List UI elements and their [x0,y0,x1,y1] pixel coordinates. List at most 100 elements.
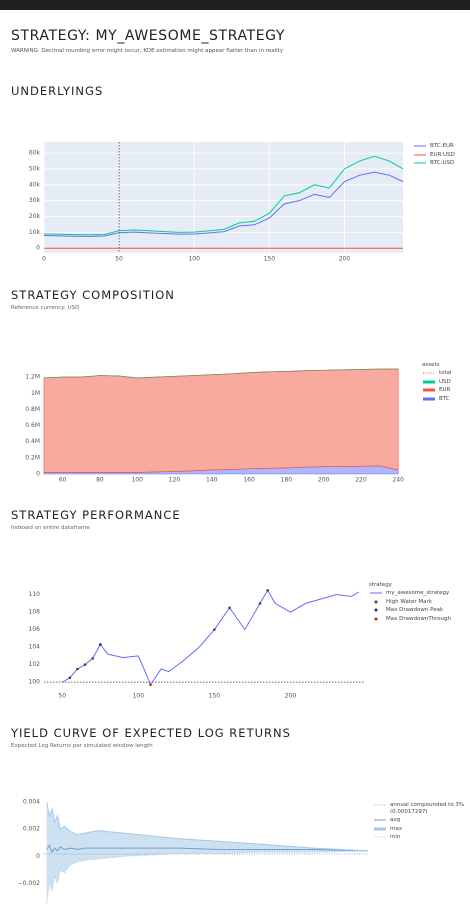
legend-swatch [374,617,378,620]
x-tick-label: 200 [339,256,351,263]
legend-swatch [374,608,378,612]
section-title: STRATEGY COMPOSITION [11,288,175,302]
y-tick-label: 0.004 [23,799,40,806]
legend-item: max [373,826,465,833]
legend-label: annual compounded to 3% (0.00017297) [390,802,465,815]
legend-label: Max Drawdown Peak [386,607,444,613]
legend-title: strategy [369,582,392,588]
series-line [43,368,399,379]
section-title: UNDERLYINGS [11,84,104,98]
legend-item: EUR [422,387,470,394]
y-tick-label: 50k [29,165,41,172]
top-bar [0,0,470,10]
x-tick-label: 60 [59,477,67,484]
section-subtitle: Expected Log Returns per simulated windo… [11,743,153,749]
marker [213,628,216,631]
y-tick-label: 102 [29,661,41,668]
legend-item: High Water Mark [369,599,461,606]
series-line [46,802,369,852]
legend-swatch [423,372,435,374]
x-tick-label: 100 [131,477,143,484]
band-area [46,802,368,904]
x-tick-label: 50 [115,256,123,263]
x-tick-label: 50 [58,693,66,700]
legend-swatch [370,592,382,594]
marker [83,663,87,666]
legend-item: avg [373,817,465,824]
y-tick-label: 108 [29,609,41,616]
y-tick-label: 30k [29,197,41,204]
legend-marker [374,617,378,620]
legend-swatch [374,827,386,830]
marker [149,683,152,687]
y-tick-label: 10k [29,229,41,236]
legend-label: total [439,370,452,376]
legend-swatch [423,388,435,392]
x-tick-label: 220 [355,477,367,484]
x-tick-label: 240 [392,477,404,484]
marker [91,657,94,660]
legend: annual compounded to 3% (0.00017297) avg m… [373,802,465,843]
x-tick-label: 0 [42,256,46,263]
legend-label: High Water Mark [386,598,432,605]
y-tick-label: 0.8M [25,406,40,413]
legend-marker [374,600,378,603]
legend-item: total [422,370,470,377]
y-tick-label: 104 [29,644,41,651]
y-tick-label: 0.6M [25,422,40,429]
legend-item: USD [422,379,470,386]
y-tick-label: 20k [29,213,41,220]
y-tick-label: 40k [29,181,41,188]
y-tick-label: 110 [29,591,41,598]
series-line [43,155,404,236]
legend-swatch [374,836,386,838]
legend-swatch [423,380,435,383]
legend-marker [374,608,378,612]
section-subtitle: Reference currency: USD [11,305,80,311]
series-line [46,844,369,854]
legend-swatch [414,162,426,164]
x-tick-label: 140 [206,477,218,484]
page-title: STRATEGY: MY_AWESOME_STRATEGY [11,28,286,44]
marker [98,643,102,646]
x-tick-label: 180 [281,477,293,484]
legend-item: Max Drawdown Peak [369,607,461,614]
x-tick-label: 150 [209,693,221,700]
y-tick-label: 0.2M [25,454,40,461]
legend-item: annual compounded to 3% (0.00017297) [373,802,465,815]
legend-label: EUR:USD [430,151,455,158]
legend-label: min [390,834,401,840]
legend-swatch [374,819,386,821]
legend-item: BTC:EUR [413,143,470,150]
x-tick-label: 100 [188,256,200,263]
section-title: STRATEGY PERFORMANCE [11,508,181,522]
section-title: YIELD CURVE OF EXPECTED LOG RETURNS [11,726,291,740]
series-line [62,589,360,686]
stacked-area [43,368,399,473]
series-line [43,171,404,237]
marker [68,676,72,680]
legend-swatch [374,804,386,806]
x-tick-label: 200 [285,693,297,700]
y-tick-label: 0 [36,853,40,860]
legend-label: EUR [439,387,451,393]
legend-item: EUR:USD [413,152,470,159]
legend-item: BTC [422,396,470,403]
legend-label: Max DrawdownThrough [386,615,452,622]
y-tick-label: −0.002 [18,880,40,887]
legend-label: max [390,825,402,832]
x-tick-label: 100 [133,693,145,700]
marker [258,602,262,605]
legend: strategy my_awesome_strategy High Water Ma… [369,582,461,624]
y-tick-label: 106 [29,626,41,633]
legend-swatch [414,145,426,147]
legend-label: BTC [439,395,450,402]
y-tick-label: 60k [29,150,41,157]
legend-label: BTC:USD [430,160,455,166]
y-tick-label: 0.002 [23,826,40,833]
section-subtitle: Indexed on entire dataframe [11,525,90,531]
legend: assets total USD EUR BTC [422,362,470,404]
x-tick-label: 120 [169,477,181,484]
